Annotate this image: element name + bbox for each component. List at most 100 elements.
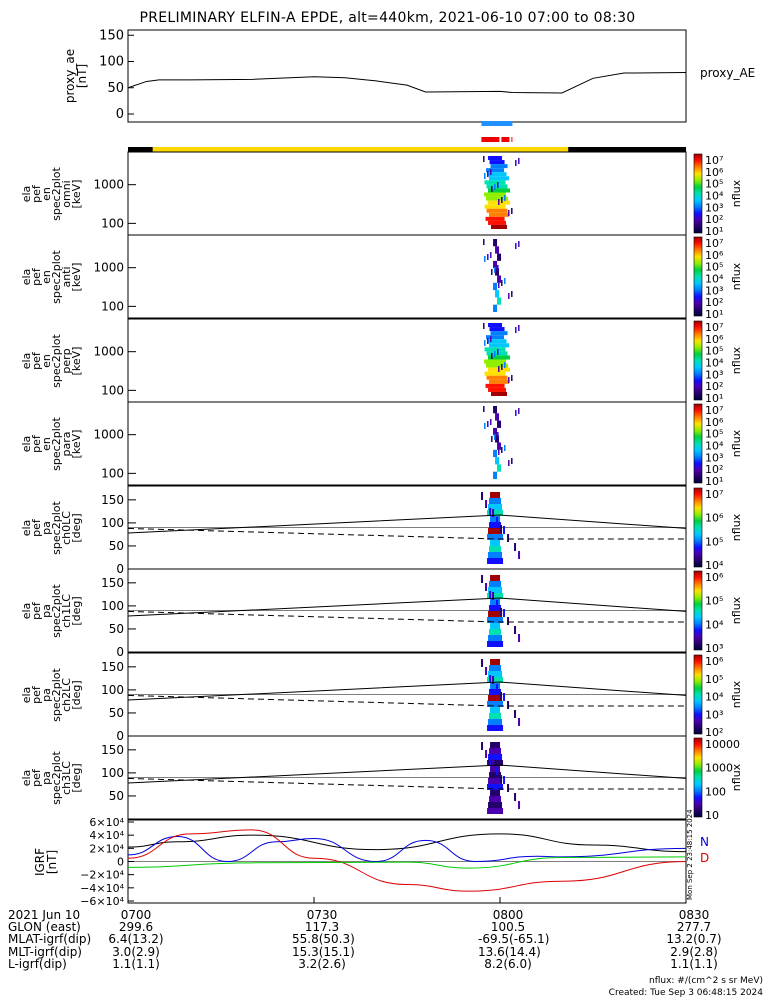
spec-pixel <box>497 297 502 305</box>
spec-pixel <box>484 359 507 364</box>
spec-sparse-pixel <box>508 460 510 466</box>
pa-pixel <box>489 689 502 695</box>
colorbar-tick-label: 10³ <box>705 201 723 214</box>
pa-tick-label: 50 <box>109 789 124 803</box>
pa-pixel <box>489 605 502 611</box>
pa-ylabel: ela <box>20 603 33 620</box>
spec-pixel <box>485 383 505 388</box>
pa-sparse-pixel <box>496 600 499 608</box>
pa-pixel <box>489 665 502 671</box>
spec-pixel <box>495 246 500 254</box>
proxy-ae-ylabel: [nT] <box>75 64 89 88</box>
proxy-ae-tick-label: 50 <box>107 81 124 96</box>
pa-sparse-pixel <box>485 750 488 758</box>
proxy-ae-tick-label: 100 <box>99 55 124 70</box>
colorbar-tick-label: 10⁴ <box>705 618 724 631</box>
colorbar-tick-label: 10⁷ <box>705 154 723 167</box>
pa-sparse-pixel <box>500 692 503 700</box>
spec-sparse-pixel <box>515 243 517 249</box>
footer-row-value: 3.0(2.9) <box>112 944 160 959</box>
spec-sparse-pixel <box>494 184 496 190</box>
colorbar-tick-label: 10⁵ <box>705 261 723 274</box>
pa-pixel <box>487 760 504 766</box>
pa-pixel <box>490 707 501 713</box>
spec-sparse-pixel <box>504 445 506 451</box>
pa-sparse-pixel <box>489 758 492 766</box>
spec-sparse-pixel <box>498 199 500 205</box>
colorbar-label: nflux <box>730 262 743 290</box>
spec-sparse-pixel <box>504 362 506 368</box>
pa-pixel <box>490 540 501 546</box>
spec-ylabel: ela <box>20 436 33 453</box>
spec-ylabel: en <box>40 270 53 284</box>
spec-pixel <box>486 168 505 173</box>
pa-pixel <box>488 695 503 701</box>
spec-pixel <box>497 275 502 283</box>
spec-pixel <box>488 188 511 193</box>
pa-sparse-pixel <box>485 500 488 508</box>
spec-pixel <box>493 449 498 458</box>
spec-tick-label: 100 <box>101 216 124 230</box>
pa-pixel <box>487 677 504 683</box>
colorbar-label: nflux <box>730 680 743 708</box>
spec-ylabel: en <box>40 437 53 451</box>
colorbar-strip <box>693 487 703 568</box>
colorbar-tick-label: 10² <box>705 296 723 309</box>
igrf-legend-N: N <box>700 835 709 849</box>
created-note: Created: Tue Sep 3 06:48:15 2024 <box>608 988 763 998</box>
spec-sparse-pixel <box>491 269 493 275</box>
spec-pixel <box>489 160 505 165</box>
spec-sparse-pixel <box>490 252 492 258</box>
footer-row-value: 0730 <box>306 908 338 922</box>
pa-pixel <box>489 629 502 635</box>
pa-pixel <box>488 552 503 558</box>
footer-row-value: 13.6(14.4) <box>478 944 541 959</box>
spec-sparse-pixel <box>515 410 517 416</box>
spec-pixel <box>489 379 510 384</box>
colorbar-tick-label: 10⁶ <box>705 249 724 262</box>
burst-bar-red-3 <box>511 137 513 142</box>
pa-tick-label: 50 <box>109 706 124 720</box>
pa-sparse-pixel <box>481 659 484 667</box>
spec-sparse-pixel <box>511 208 513 214</box>
colorbar-tick-label: 10⁶ <box>705 512 724 525</box>
colorbar-strip <box>693 320 703 401</box>
colorbar-tick-label: 10² <box>705 380 723 393</box>
spec-sparse-pixel <box>497 182 499 188</box>
colorbar-strip <box>693 654 703 735</box>
spec-sparse-pixel <box>508 377 510 383</box>
pa-pixel <box>488 528 503 534</box>
pa-ylabel: spec2plot <box>50 584 63 638</box>
pa-pixel <box>488 611 503 617</box>
spec-ylabel: spec2plot <box>50 250 63 304</box>
footer-row-value: 1.1(1.1) <box>112 956 160 971</box>
spec-pixel <box>497 420 502 428</box>
pa-pixel <box>488 802 503 808</box>
colorbar-tick-label: 10000 <box>705 738 740 751</box>
pa-pixel <box>488 504 503 510</box>
footer-row-value: 13.2(0.7) <box>666 932 722 947</box>
pa-pixel <box>490 766 501 772</box>
spec-sparse-pixel <box>491 436 493 442</box>
pa-losscone-line <box>127 764 687 784</box>
igrf-tick-label: 4×10⁴ <box>89 829 124 842</box>
pa-sparse-pixel <box>481 492 484 500</box>
spec-ylabel: perp <box>60 348 73 373</box>
spec-pixel <box>490 164 508 169</box>
pa-sparse-pixel <box>492 676 495 684</box>
colorbar-tick-label: 10⁵ <box>705 428 723 441</box>
pa-tick-label: 100 <box>101 599 124 613</box>
pa-pixel <box>487 725 504 731</box>
spec-pixel <box>497 253 502 261</box>
colorbar-strip <box>693 737 703 818</box>
spec-panel-frame <box>127 318 687 403</box>
pa-pixel <box>488 671 503 677</box>
spec-sparse-pixel <box>494 351 496 357</box>
colorbar-tick-label: 10⁵ <box>705 178 723 191</box>
spec-sparse-pixel <box>497 349 499 355</box>
spec-pixel <box>493 282 498 291</box>
